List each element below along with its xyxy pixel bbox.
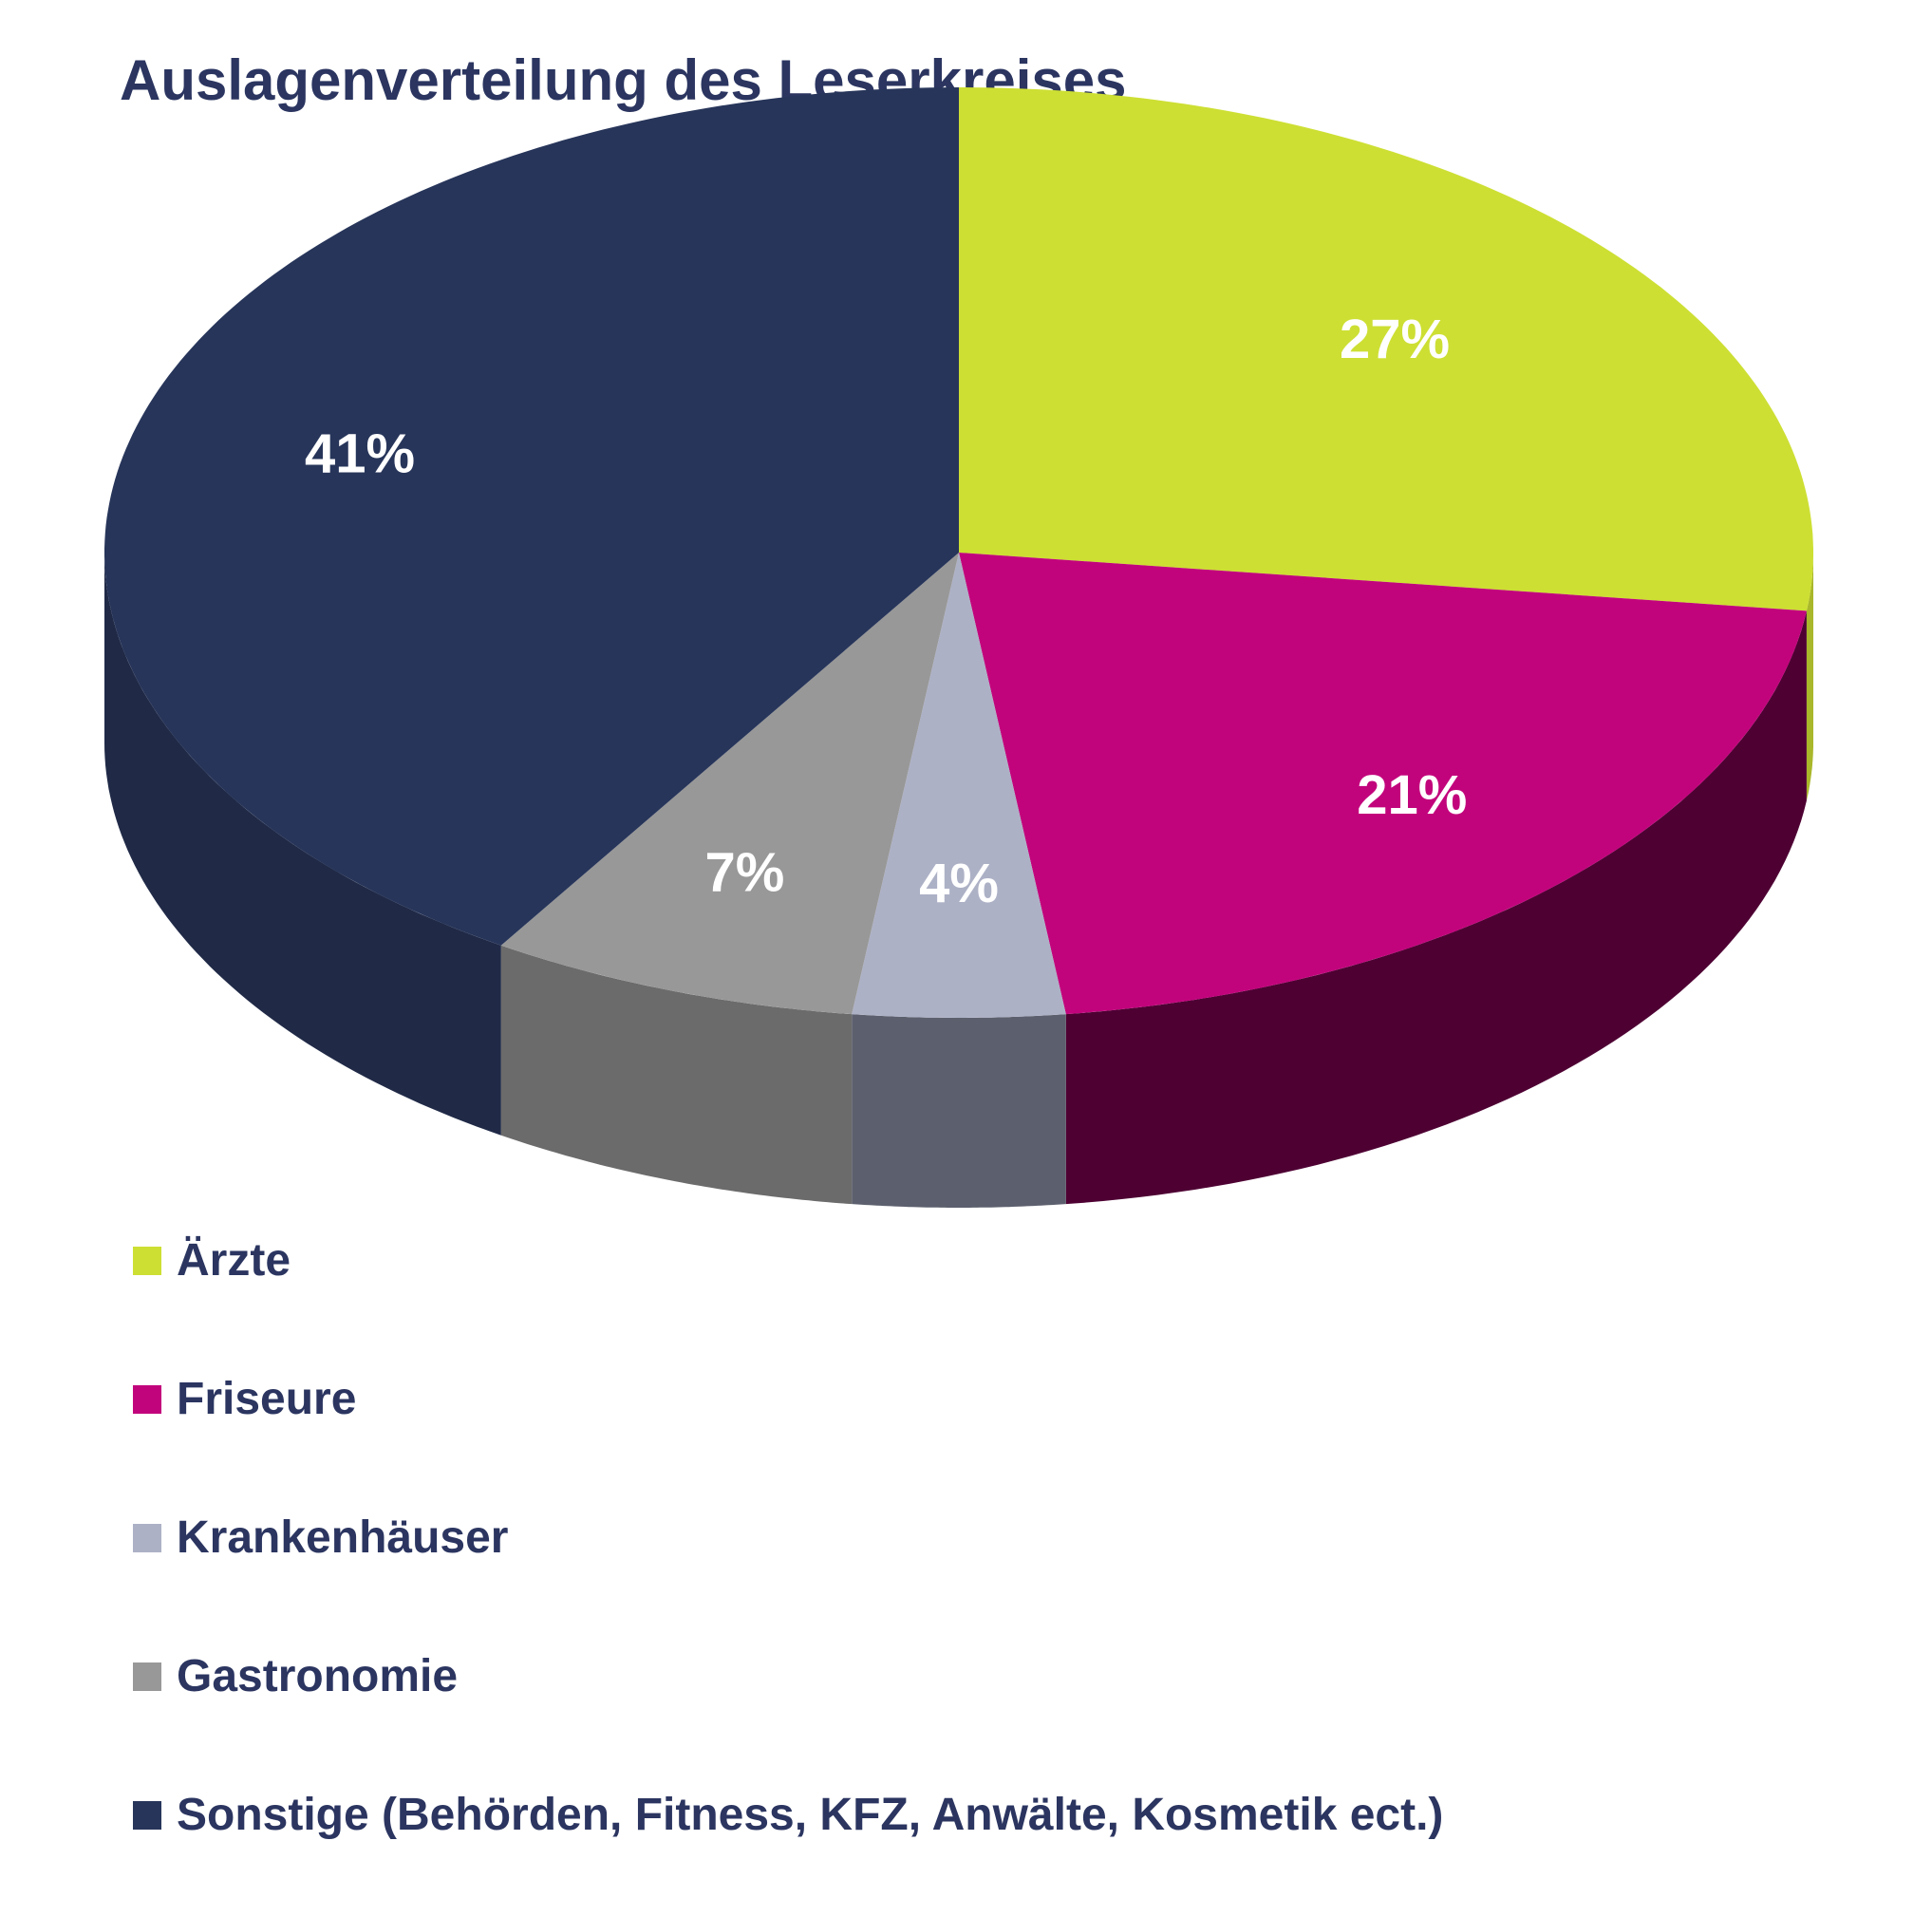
pie-slice-gastronomie [500, 553, 959, 1015]
legend-swatch [133, 1246, 161, 1275]
pie-side-aerzte [1806, 553, 1813, 801]
legend-label: Sonstige (Behörden, Fitness, KFZ, Anwält… [177, 1790, 1444, 1840]
pie-side-walls [104, 553, 1813, 1208]
legend-item-friseure: Friseure [133, 1373, 356, 1425]
pie-side-friseure [1065, 610, 1807, 1205]
pie-side-gastronomie [500, 945, 853, 1205]
legend-label: Krankenhäuser [177, 1512, 509, 1563]
pie-top-faces [104, 87, 1813, 1018]
legend-swatch [133, 1800, 161, 1830]
pie-slice-friseure [959, 553, 1807, 1015]
pie-slice-aerzte [959, 87, 1813, 611]
data-label-sonstige-behoerden-fitness-kfz-anwaelte-kosmetik-ect: 41% [305, 423, 415, 485]
data-label-krankenhaeuser: 4% [919, 853, 999, 914]
legend-item-aerzte: Ärzte [133, 1234, 291, 1287]
legend-swatch [133, 1523, 161, 1552]
pie-slice-krankenhaeuser [852, 553, 1066, 1018]
legend-swatch [133, 1384, 161, 1414]
pie-slice-sonstige-behoerden-fitness-kfz-anwaelte-kosmetik-ect [104, 87, 959, 946]
legend-label: Friseure [177, 1374, 357, 1424]
data-label-aerzte: 27% [1340, 309, 1450, 370]
pie-side-krankenhaeuser [852, 1014, 1066, 1208]
legend-label: Ärzte [177, 1235, 291, 1286]
legend-item-sonstige-behoerden-fitness-kfz-anwaelte-kosmetik-ect: Sonstige (Behörden, Fitness, KFZ, Anwält… [133, 1789, 1443, 1841]
legend-item-krankenhaeuser: Krankenhäuser [133, 1512, 508, 1564]
pie-side-sonstige-behoerden-fitness-kfz-anwaelte-kosmetik-ect [104, 553, 501, 1136]
legend-swatch [133, 1662, 161, 1691]
legend-label: Gastronomie [177, 1651, 459, 1701]
data-label-gastronomie: 7% [704, 842, 784, 904]
pie-data-labels: 27% 21% 4% 7% 41% [305, 309, 1467, 914]
data-label-friseure: 21% [1357, 764, 1467, 826]
legend-item-gastronomie: Gastronomie [133, 1650, 458, 1702]
